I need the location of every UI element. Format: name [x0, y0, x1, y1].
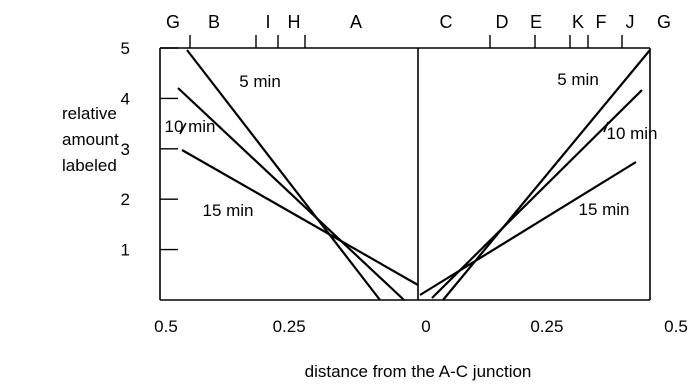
series-annotation-label: 10 min — [164, 117, 215, 136]
top-marker-label: J — [626, 12, 635, 32]
top-marker-label: K — [572, 12, 584, 32]
series-annotation-label: 5 min — [239, 72, 281, 91]
annotation-leader — [603, 121, 609, 133]
x-tick-label: 0.5 — [154, 317, 178, 336]
top-marker-label: A — [350, 12, 362, 32]
x-tick-label: 0.5 — [664, 317, 688, 336]
series-annotations: 5 min 10 min 15 min 5 min 10 min 15 min — [164, 70, 657, 220]
y-axis-label-line: amount — [62, 130, 119, 149]
y-tick-label: 2 — [121, 190, 130, 209]
series-annotation-label: 10 min — [606, 124, 657, 143]
y-tick-label: 1 — [121, 241, 130, 260]
y-tick-label: 4 — [121, 89, 130, 108]
y-axis-label-line: labeled — [62, 156, 117, 175]
top-marker-label: E — [530, 12, 542, 32]
top-marker-label: I — [265, 12, 270, 32]
y-axis-ticks: 1 2 3 4 5 — [121, 39, 178, 260]
series-line-left-15-min — [181, 149, 419, 286]
y-tick-label: 5 — [121, 39, 130, 58]
y-axis-label-line: relative — [62, 104, 117, 123]
top-marker-label: G — [657, 12, 671, 32]
top-marker-label: C — [440, 12, 453, 32]
series-lines — [177, 49, 651, 301]
top-marker-label: D — [496, 12, 509, 32]
top-marker-label: B — [208, 12, 220, 32]
series-line-right-15-min — [419, 161, 637, 296]
x-axis-label: distance from the A-C junction — [305, 362, 532, 381]
annotation-leader — [179, 122, 187, 135]
plot-frame — [159, 47, 651, 301]
top-marker-label: H — [288, 12, 301, 32]
series-annotation-label: 5 min — [557, 70, 599, 89]
series-line-left-5-min — [186, 49, 381, 301]
series-annotation-label: 15 min — [202, 201, 253, 220]
x-axis-ticks: 0.5 0.25 0 0.25 0.5 — [154, 317, 688, 336]
series-line-right-10-min — [431, 89, 643, 299]
series-line-left-10-min — [177, 87, 405, 301]
top-marker-label: G — [166, 12, 180, 32]
x-tick-label: 0.25 — [530, 317, 563, 336]
top-marker-label: F — [596, 12, 607, 32]
y-tick-label: 3 — [121, 140, 130, 159]
x-tick-label: 0.25 — [273, 317, 306, 336]
series-annotation-label: 15 min — [578, 200, 629, 219]
x-tick-label: 0 — [421, 317, 430, 336]
